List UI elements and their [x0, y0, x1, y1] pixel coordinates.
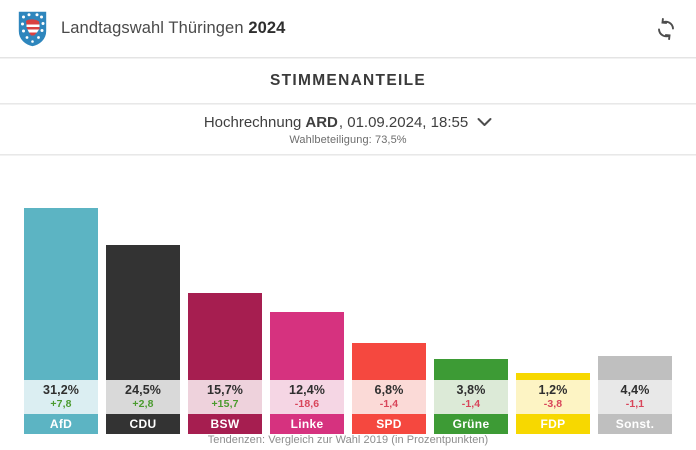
- thuringia-coat-of-arms-icon: [17, 9, 48, 48]
- chart-panel: 31,2% +7,8 AfD 24,5% +2,8 CDU 15,7% +15,7 BSW 12,…: [0, 156, 696, 434]
- party-value-box: 6,8% -1,4: [352, 380, 426, 414]
- party-name-label: FDP: [540, 417, 566, 431]
- bar-slot: [270, 208, 344, 380]
- party-percent-label: 24,5%: [125, 382, 161, 397]
- party-name-label: CDU: [129, 417, 157, 431]
- party-name-label: Linke: [290, 417, 324, 431]
- refresh-button[interactable]: [648, 11, 684, 47]
- party-name-label: BSW: [210, 417, 240, 431]
- bar-slot: [24, 208, 98, 380]
- section-title-panel: STIMMENANTEILE: [0, 59, 696, 104]
- party-delta-label: -1,4: [379, 398, 399, 411]
- party-column-cdu[interactable]: 24,5% +2,8 CDU: [106, 156, 180, 434]
- page-title-year: 2024: [248, 19, 286, 37]
- bar-slot: [188, 208, 262, 380]
- bar-slot: [106, 208, 180, 380]
- party-value-box: 12,4% -18,6: [270, 380, 344, 414]
- party-percent-label: 31,2%: [43, 382, 79, 397]
- party-column-spd[interactable]: 6,8% -1,4 SPD: [352, 156, 426, 434]
- bar-slot: [598, 208, 672, 380]
- party-name-box: Grüne: [434, 414, 508, 434]
- party-column-grne[interactable]: 3,8% -1,4 Grüne: [434, 156, 508, 434]
- party-value-box: 31,2% +7,8: [24, 380, 98, 414]
- vote-share-bar: [106, 245, 180, 380]
- vote-share-bar-chart: 31,2% +7,8 AfD 24,5% +2,8 CDU 15,7% +15,7 BSW 12,…: [20, 156, 676, 434]
- party-name-box: Linke: [270, 414, 344, 434]
- chart-footnote-bar: Tendenzen: Vergleich zur Wahl 2019 (in P…: [0, 434, 696, 450]
- party-column-linke[interactable]: 12,4% -18,6 Linke: [270, 156, 344, 434]
- party-name-label: AfD: [49, 417, 73, 431]
- party-name-label: Grüne: [452, 417, 490, 431]
- party-column-afd[interactable]: 31,2% +7,8 AfD: [24, 156, 98, 434]
- party-percent-label: 4,4%: [620, 382, 650, 397]
- source-broadcaster: ARD: [305, 113, 338, 131]
- party-percent-label: 6,8%: [374, 382, 404, 397]
- source-selector[interactable]: Hochrechnung ARD , 01.09.2024, 18:55: [204, 114, 492, 131]
- party-delta-label: -18,6: [294, 398, 320, 411]
- vote-share-bar: [434, 359, 508, 380]
- party-percent-label: 15,7%: [207, 382, 243, 397]
- source-prefix: Hochrechnung: [203, 113, 302, 131]
- vote-share-bar: [24, 208, 98, 380]
- party-value-box: 15,7% +15,7: [188, 380, 262, 414]
- party-value-box: 4,4% -1,1: [598, 380, 672, 414]
- party-percent-label: 12,4%: [289, 382, 325, 397]
- party-column-sonst[interactable]: 4,4% -1,1 Sonst.: [598, 156, 672, 434]
- party-delta-label: -3,8: [543, 398, 563, 411]
- source-dropdown-toggle[interactable]: [477, 117, 492, 127]
- party-name-box: CDU: [106, 414, 180, 434]
- source-timestamp: , 01.09.2024, 18:55: [338, 113, 469, 131]
- party-percent-label: 3,8%: [456, 382, 486, 397]
- source-panel: Hochrechnung ARD , 01.09.2024, 18:55 Wah…: [0, 105, 696, 155]
- party-delta-label: -1,4: [461, 398, 481, 411]
- party-column-fdp[interactable]: 1,2% -3,8 FDP: [516, 156, 590, 434]
- vote-share-bar: [598, 356, 672, 380]
- party-value-box: 3,8% -1,4: [434, 380, 508, 414]
- refresh-icon: [658, 17, 674, 41]
- party-delta-label: +7,8: [50, 398, 72, 411]
- party-name-box: AfD: [24, 414, 98, 434]
- party-percent-label: 1,2%: [538, 382, 568, 397]
- voter-turnout: Wahlbeteiligung: 73,5%: [289, 133, 407, 146]
- vote-share-bar: [270, 312, 344, 380]
- party-delta-label: +2,8: [132, 398, 154, 411]
- party-value-box: 1,2% -3,8: [516, 380, 590, 414]
- app-header: Landtagswahl Thüringen 2024: [0, 0, 696, 58]
- bar-slot: [434, 208, 508, 380]
- party-name-box: SPD: [352, 414, 426, 434]
- party-column-bsw[interactable]: 15,7% +15,7 BSW: [188, 156, 262, 434]
- party-value-box: 24,5% +2,8: [106, 380, 180, 414]
- party-delta-label: +15,7: [211, 398, 239, 411]
- chevron-down-icon: [477, 118, 492, 126]
- vote-share-bar: [352, 343, 426, 380]
- page-title-text: Landtagswahl Thüringen: [61, 19, 244, 37]
- party-name-label: SPD: [376, 417, 402, 431]
- page-title: Landtagswahl Thüringen 2024: [61, 19, 285, 38]
- bar-slot: [352, 208, 426, 380]
- vote-share-bar: [188, 293, 262, 380]
- party-name-box: FDP: [516, 414, 590, 434]
- party-name-label: Sonst.: [615, 417, 655, 431]
- party-name-box: BSW: [188, 414, 262, 434]
- vote-share-bar: [516, 373, 590, 380]
- chart-footnote: Tendenzen: Vergleich zur Wahl 2019 (in P…: [207, 434, 489, 446]
- party-delta-label: -1,1: [625, 398, 645, 411]
- party-name-box: Sonst.: [598, 414, 672, 434]
- bar-slot: [516, 208, 590, 380]
- section-title: STIMMENANTEILE: [270, 72, 426, 89]
